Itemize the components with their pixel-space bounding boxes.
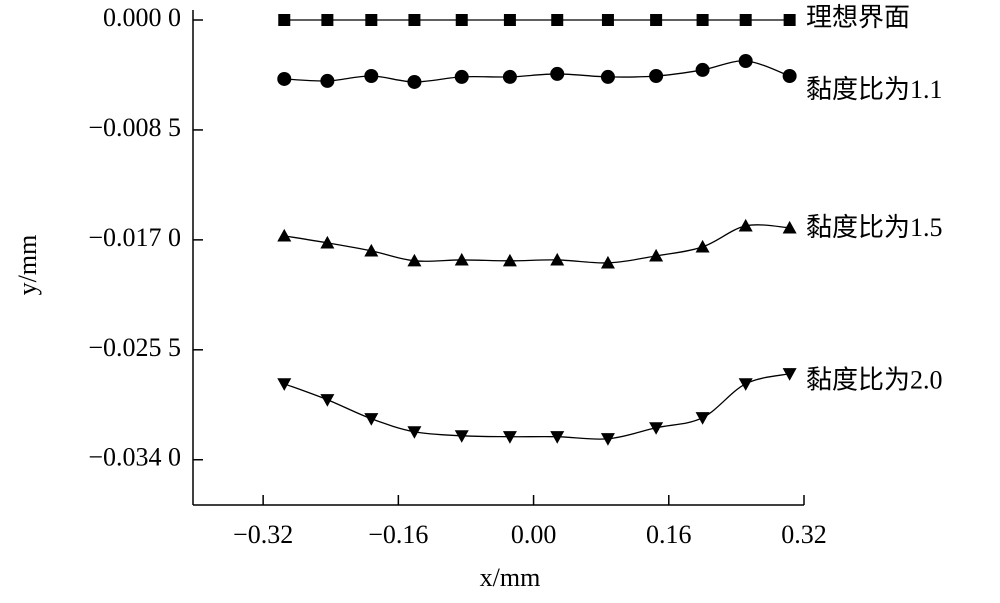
marker: [550, 431, 565, 444]
marker: [695, 412, 710, 425]
marker: [600, 433, 615, 446]
marker: [739, 14, 752, 26]
marker: [364, 69, 379, 84]
marker: [407, 74, 422, 89]
marker: [649, 422, 664, 435]
marker: [320, 235, 335, 249]
x-tick-label: −0.32: [233, 520, 293, 549]
marker: [320, 394, 335, 407]
marker: [454, 252, 469, 266]
x-tick-label: −0.16: [368, 520, 428, 549]
marker: [550, 66, 565, 81]
marker: [696, 14, 709, 26]
marker: [738, 218, 753, 232]
marker: [502, 69, 517, 84]
marker: [695, 62, 710, 77]
marker: [364, 243, 379, 257]
marker: [278, 14, 291, 26]
marker: [502, 253, 517, 267]
x-tick-label: 0.16: [646, 520, 692, 549]
x-tick-label: 0.32: [781, 520, 827, 549]
marker: [601, 14, 614, 26]
marker: [649, 69, 664, 84]
marker: [407, 253, 422, 267]
marker: [695, 239, 710, 253]
series-line: [284, 224, 790, 264]
y-axis-label: y/mm: [13, 235, 42, 296]
marker: [455, 14, 468, 26]
marker: [502, 431, 517, 444]
marker: [454, 430, 469, 443]
marker: [782, 368, 797, 381]
marker: [277, 378, 292, 391]
marker: [649, 248, 664, 262]
marker: [365, 14, 378, 26]
series-line: [284, 60, 790, 83]
marker: [783, 14, 796, 26]
marker: [454, 69, 469, 84]
x-tick-label: 0.00: [511, 520, 557, 549]
marker: [738, 53, 753, 68]
y-tick-label: 0.000 0: [103, 3, 181, 32]
marker: [650, 14, 663, 26]
marker: [321, 14, 334, 26]
marker: [408, 14, 421, 26]
series-label: 理想界面: [806, 3, 910, 32]
y-tick-label: −0.017 0: [88, 223, 181, 252]
marker: [782, 69, 797, 84]
marker: [782, 220, 797, 234]
series-label: 黏度比为2.0: [806, 366, 943, 395]
y-tick-label: −0.034 0: [88, 443, 181, 472]
marker: [600, 69, 615, 84]
series-line: [284, 373, 790, 440]
marker: [277, 228, 292, 242]
marker: [364, 413, 379, 426]
marker: [600, 255, 615, 269]
x-axis-label: x/mm: [480, 563, 541, 592]
series-label: 黏度比为1.5: [806, 213, 943, 242]
marker: [277, 71, 292, 86]
marker: [738, 378, 753, 391]
marker: [551, 14, 564, 26]
marker: [320, 73, 335, 88]
marker: [550, 252, 565, 266]
y-tick-label: −0.025 5: [88, 333, 181, 362]
marker: [503, 14, 516, 26]
y-tick-label: −0.008 5: [88, 113, 181, 142]
marker: [407, 426, 422, 439]
series-label: 黏度比为1.1: [806, 75, 943, 104]
